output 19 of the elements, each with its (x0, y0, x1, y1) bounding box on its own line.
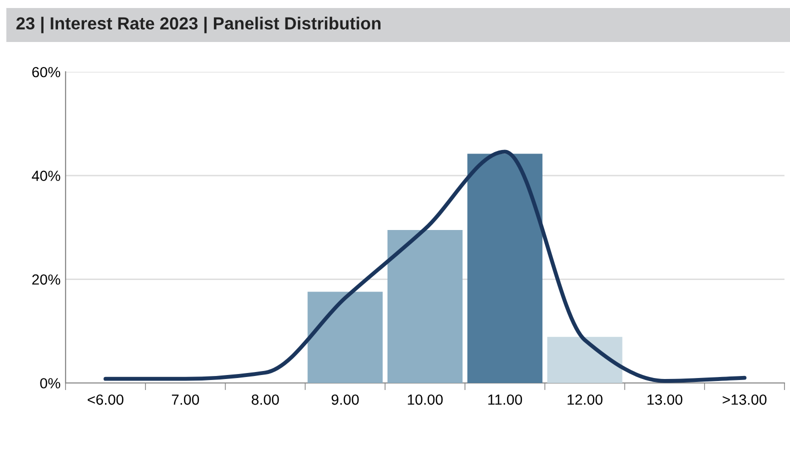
chart-title: 23 | Interest Rate 2023 | Panelist Distribution (16, 16, 380, 34)
y-tick-label: 20% (32, 274, 60, 285)
y-tick-label: 60% (32, 66, 60, 78)
x-tick-label: >13.00 (722, 394, 766, 405)
line-series (104, 150, 746, 383)
bar (387, 230, 463, 383)
bar (467, 154, 542, 383)
y-tick-label: 40% (32, 170, 60, 181)
x-tick-label: 8.00 (252, 394, 279, 405)
y-tick-label: 0% (40, 378, 60, 388)
x-tick-label: 11.00 (488, 394, 522, 405)
x-tick-label: 10.00 (408, 394, 443, 405)
x-tick-label: 13.00 (648, 394, 682, 405)
x-tick-label: 9.00 (332, 394, 359, 405)
x-tick-label: 7.00 (172, 394, 200, 405)
x-tick-label: <6.00 (88, 394, 124, 405)
bar (308, 292, 383, 383)
bar (547, 336, 622, 383)
x-tick-label: 12.00 (568, 394, 602, 405)
